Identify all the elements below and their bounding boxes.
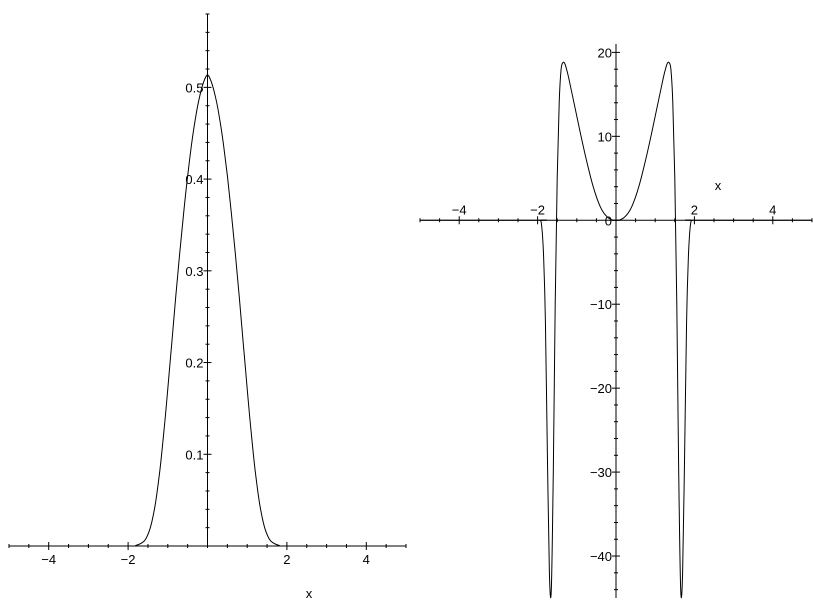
left-y-tick-label: 0.1 bbox=[185, 447, 203, 462]
right-x-tick-label: −4 bbox=[452, 202, 467, 217]
left-y-tick-label: 0.5 bbox=[185, 80, 203, 95]
left-x-tick-label: 2 bbox=[283, 552, 290, 567]
right-series-line-0 bbox=[420, 61, 812, 599]
right-y-tick-label: 10 bbox=[598, 129, 612, 144]
left-y-tick-label: 0.2 bbox=[185, 356, 203, 371]
right-y-tick-label: −40 bbox=[590, 549, 612, 564]
left-x-tick-label: 4 bbox=[363, 552, 370, 567]
right-x-tick-label: 2 bbox=[691, 202, 698, 217]
left-x-tick-label: −4 bbox=[41, 552, 56, 567]
right-x-tick-label: 4 bbox=[769, 202, 776, 217]
right-y-tick-label: 20 bbox=[598, 45, 612, 60]
left-chart-marks: −4 −2 2 4 0.1 0.2 0.3 0.4 0.5 bbox=[8, 13, 407, 567]
right-x-axis-label: x bbox=[715, 178, 722, 193]
left-x-tick-label: −2 bbox=[121, 552, 136, 567]
left-y-tick-label: 0.4 bbox=[185, 172, 203, 187]
left-series-line-0 bbox=[8, 74, 407, 547]
left-x-axis-label: x bbox=[306, 586, 313, 601]
right-y-tick-label: 0 bbox=[605, 213, 612, 228]
right-y-tick-label: −30 bbox=[590, 465, 612, 480]
right-chart-marks: −4 −2 2 4 20 10 0 −10 −20 −30 −40 bbox=[419, 44, 813, 599]
right-y-tick-label: −20 bbox=[590, 381, 612, 396]
right-x-tick-label: −2 bbox=[530, 202, 545, 217]
right-y-tick-label: −10 bbox=[590, 297, 612, 312]
left-y-tick-label: 0.3 bbox=[185, 264, 203, 279]
